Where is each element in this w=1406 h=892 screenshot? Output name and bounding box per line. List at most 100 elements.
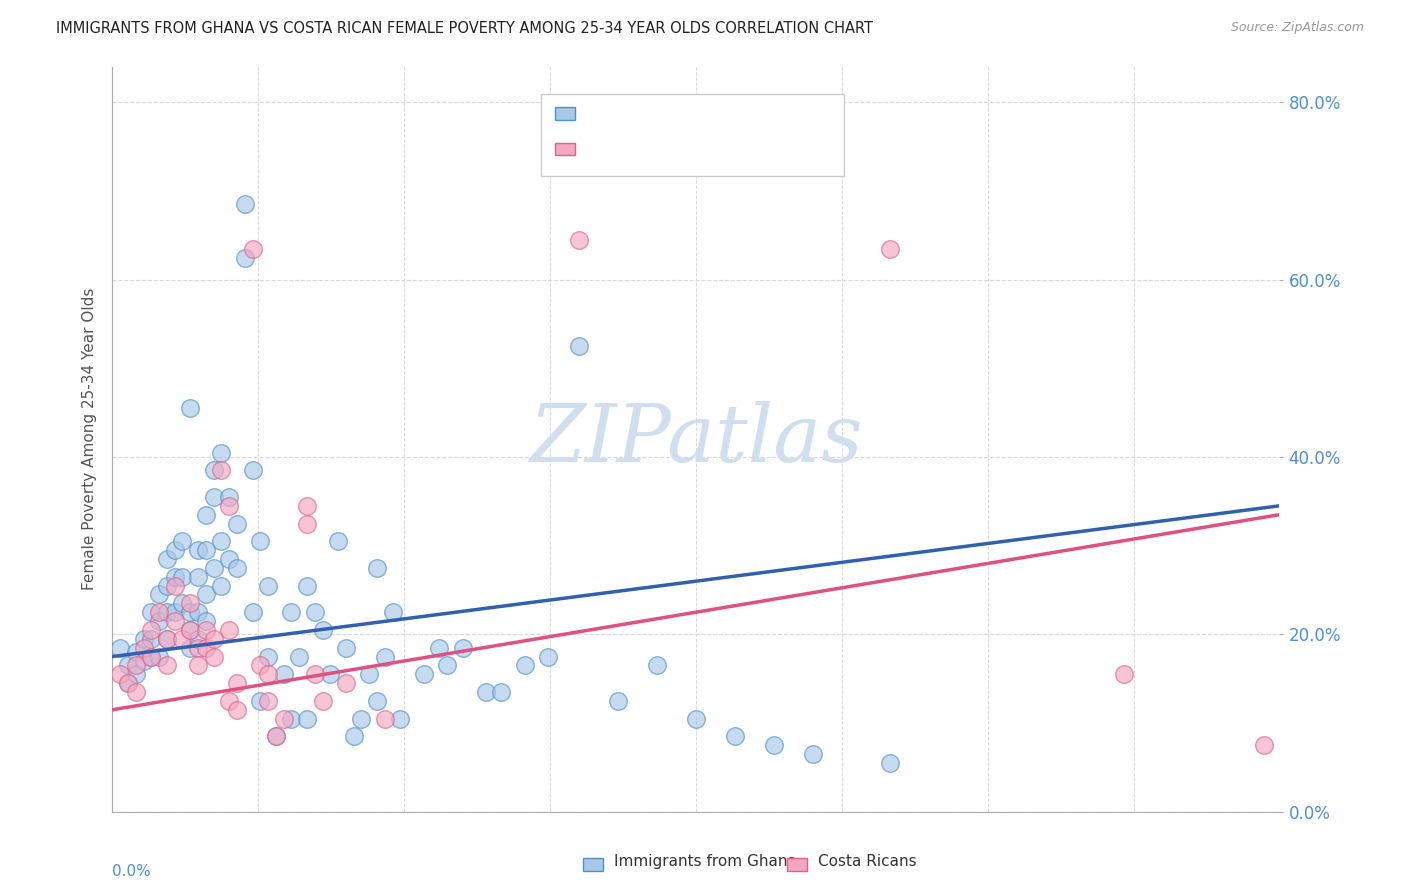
Text: R =: R = — [588, 140, 624, 158]
Point — [209, 445, 232, 459]
Text: N =: N = — [700, 104, 737, 122]
Point — [172, 570, 194, 584]
Point — [132, 654, 155, 668]
Point — [163, 579, 186, 593]
Text: ZIPatlas: ZIPatlas — [529, 401, 863, 478]
Point — [156, 552, 179, 566]
Point — [288, 649, 311, 664]
Point — [194, 508, 217, 522]
Point — [194, 543, 217, 558]
Point — [304, 667, 326, 681]
Point — [335, 676, 357, 690]
Point — [163, 614, 186, 628]
Point — [412, 667, 434, 681]
Point — [172, 534, 194, 549]
Point — [273, 712, 295, 726]
Point — [117, 676, 139, 690]
Point — [233, 251, 256, 265]
Point — [311, 623, 333, 637]
Point — [156, 632, 179, 646]
Point — [491, 685, 513, 699]
Point — [194, 614, 217, 628]
Point — [209, 534, 232, 549]
Point — [295, 579, 318, 593]
Point — [319, 667, 342, 681]
Point — [117, 676, 139, 690]
Point — [1112, 667, 1135, 681]
Point — [801, 747, 824, 761]
Point — [257, 579, 280, 593]
Point — [148, 649, 170, 664]
Point — [209, 579, 232, 593]
Point — [218, 490, 240, 504]
Point — [249, 658, 271, 673]
Point — [125, 667, 148, 681]
Text: IMMIGRANTS FROM GHANA VS COSTA RICAN FEMALE POVERTY AMONG 25-34 YEAR OLDS CORREL: IMMIGRANTS FROM GHANA VS COSTA RICAN FEM… — [56, 21, 873, 36]
Point — [117, 658, 139, 673]
Point — [374, 649, 396, 664]
Point — [233, 197, 256, 211]
Point — [187, 632, 209, 646]
Point — [568, 339, 591, 353]
Point — [179, 640, 201, 655]
Text: 0.362: 0.362 — [630, 140, 682, 158]
Point — [226, 516, 249, 531]
Text: Source: ZipAtlas.com: Source: ZipAtlas.com — [1230, 21, 1364, 34]
Point — [209, 463, 232, 477]
Point — [125, 685, 148, 699]
Point — [179, 623, 201, 637]
Point — [513, 658, 536, 673]
Point — [194, 587, 217, 601]
Point — [249, 534, 271, 549]
Point — [645, 658, 668, 673]
Point — [366, 561, 388, 575]
Point — [179, 401, 201, 416]
Point — [148, 605, 170, 619]
Point — [295, 516, 318, 531]
Point — [427, 640, 450, 655]
Point — [295, 712, 318, 726]
Point — [451, 640, 474, 655]
Point — [163, 543, 186, 558]
Point — [226, 703, 249, 717]
Point — [187, 658, 209, 673]
Point — [141, 605, 163, 619]
Point — [359, 667, 381, 681]
Point — [436, 658, 458, 673]
Point — [257, 694, 280, 708]
Point — [187, 640, 209, 655]
Point — [179, 623, 201, 637]
Point — [218, 499, 240, 513]
Point — [163, 570, 186, 584]
Point — [202, 463, 225, 477]
Point — [187, 605, 209, 619]
Point — [762, 738, 785, 752]
Point — [326, 534, 349, 549]
Text: 88: 88 — [742, 104, 765, 122]
Point — [273, 667, 295, 681]
Point — [141, 649, 163, 664]
Point — [132, 640, 155, 655]
Point — [148, 587, 170, 601]
Point — [366, 694, 388, 708]
Point — [257, 649, 280, 664]
Point — [242, 463, 264, 477]
Point — [264, 730, 287, 744]
Point — [156, 605, 179, 619]
Point — [172, 632, 194, 646]
Text: N =: N = — [700, 140, 737, 158]
Point — [242, 242, 264, 256]
Y-axis label: Female Poverty Among 25-34 Year Olds: Female Poverty Among 25-34 Year Olds — [82, 288, 97, 591]
Point — [194, 623, 217, 637]
Point — [202, 561, 225, 575]
Point — [141, 649, 163, 664]
Point — [389, 712, 412, 726]
Point — [156, 658, 179, 673]
Point — [264, 730, 287, 744]
Point — [202, 632, 225, 646]
Point — [343, 730, 366, 744]
Point — [141, 623, 163, 637]
Point — [156, 632, 179, 646]
Point — [194, 640, 217, 655]
Point — [110, 640, 132, 655]
